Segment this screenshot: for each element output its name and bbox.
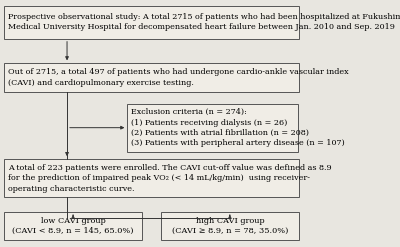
FancyBboxPatch shape [4,159,299,197]
Text: Prospective observational study: A total 2715 of patients who had been hospitali: Prospective observational study: A total… [8,13,400,31]
FancyBboxPatch shape [127,104,298,152]
FancyBboxPatch shape [4,6,299,39]
Text: Out of 2715, a total 497 of patients who had undergone cardio-ankle vascular ind: Out of 2715, a total 497 of patients who… [8,68,348,87]
FancyBboxPatch shape [162,212,299,240]
FancyBboxPatch shape [4,63,299,92]
Text: low CAVI group
(CAVI < 8.9, n = 145, 65.0%): low CAVI group (CAVI < 8.9, n = 145, 65.… [12,217,134,235]
FancyBboxPatch shape [4,212,142,240]
Text: A total of 223 patients were enrolled. The CAVI cut-off value was defined as 8.9: A total of 223 patients were enrolled. T… [8,164,332,193]
Text: high CAVI group
(CAVI ≥ 8.9, n = 78, 35.0%): high CAVI group (CAVI ≥ 8.9, n = 78, 35.… [172,217,288,235]
Text: Exclusion criteria (n = 274):
(1) Patients receiving dialysis (n = 26)
(2) Patie: Exclusion criteria (n = 274): (1) Patien… [131,108,345,147]
